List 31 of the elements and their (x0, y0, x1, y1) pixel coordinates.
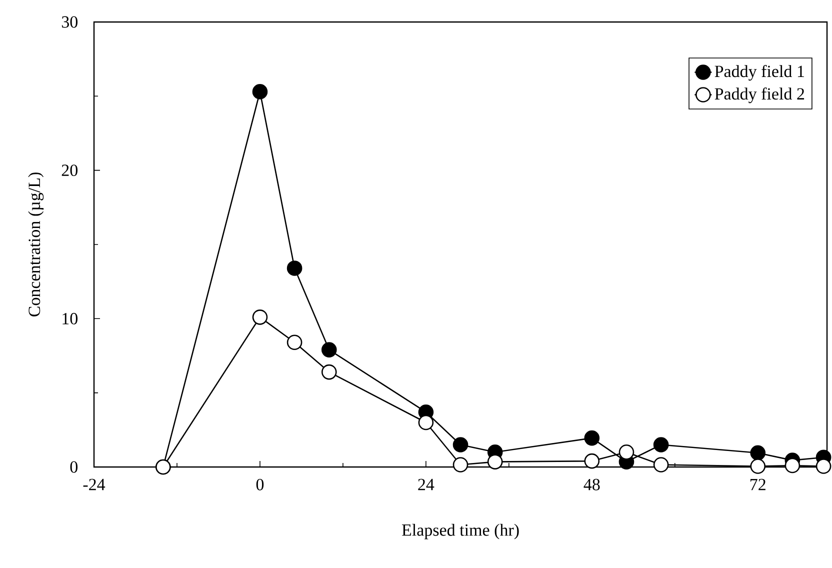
point (653, 457, 669, 472)
point (784, 458, 800, 474)
point (653, 437, 669, 452)
point (252, 310, 268, 325)
point (321, 364, 337, 380)
point (584, 430, 600, 446)
legend-label: Paddy field 2 (714, 87, 804, 104)
x-tick-label: 48 (584, 478, 600, 490)
x-tick-label: 24 (418, 478, 434, 490)
x-tick-label: 0 (256, 478, 264, 490)
x-tick-label: 72 (750, 478, 766, 490)
point (418, 414, 434, 430)
point (750, 458, 766, 474)
point (252, 84, 268, 100)
x-axis-title: Elapsed time (hr) (402, 524, 519, 540)
y-axis-title: Concentration (µg/L) (28, 172, 44, 316)
point (584, 453, 600, 469)
point (452, 457, 468, 472)
y-tick-label: 10 (62, 312, 78, 324)
legend-label: Paddy field 1 (714, 64, 804, 81)
point (750, 445, 766, 461)
y-tick-label: 30 (62, 16, 78, 28)
x-tick-label: -24 (83, 478, 106, 490)
y-tick-label: 0 (70, 461, 78, 473)
y-tick-label: 20 (62, 164, 78, 176)
point (286, 260, 302, 276)
point (487, 454, 503, 470)
point (452, 437, 468, 452)
point (618, 444, 634, 460)
point (321, 342, 337, 358)
point (286, 334, 302, 350)
